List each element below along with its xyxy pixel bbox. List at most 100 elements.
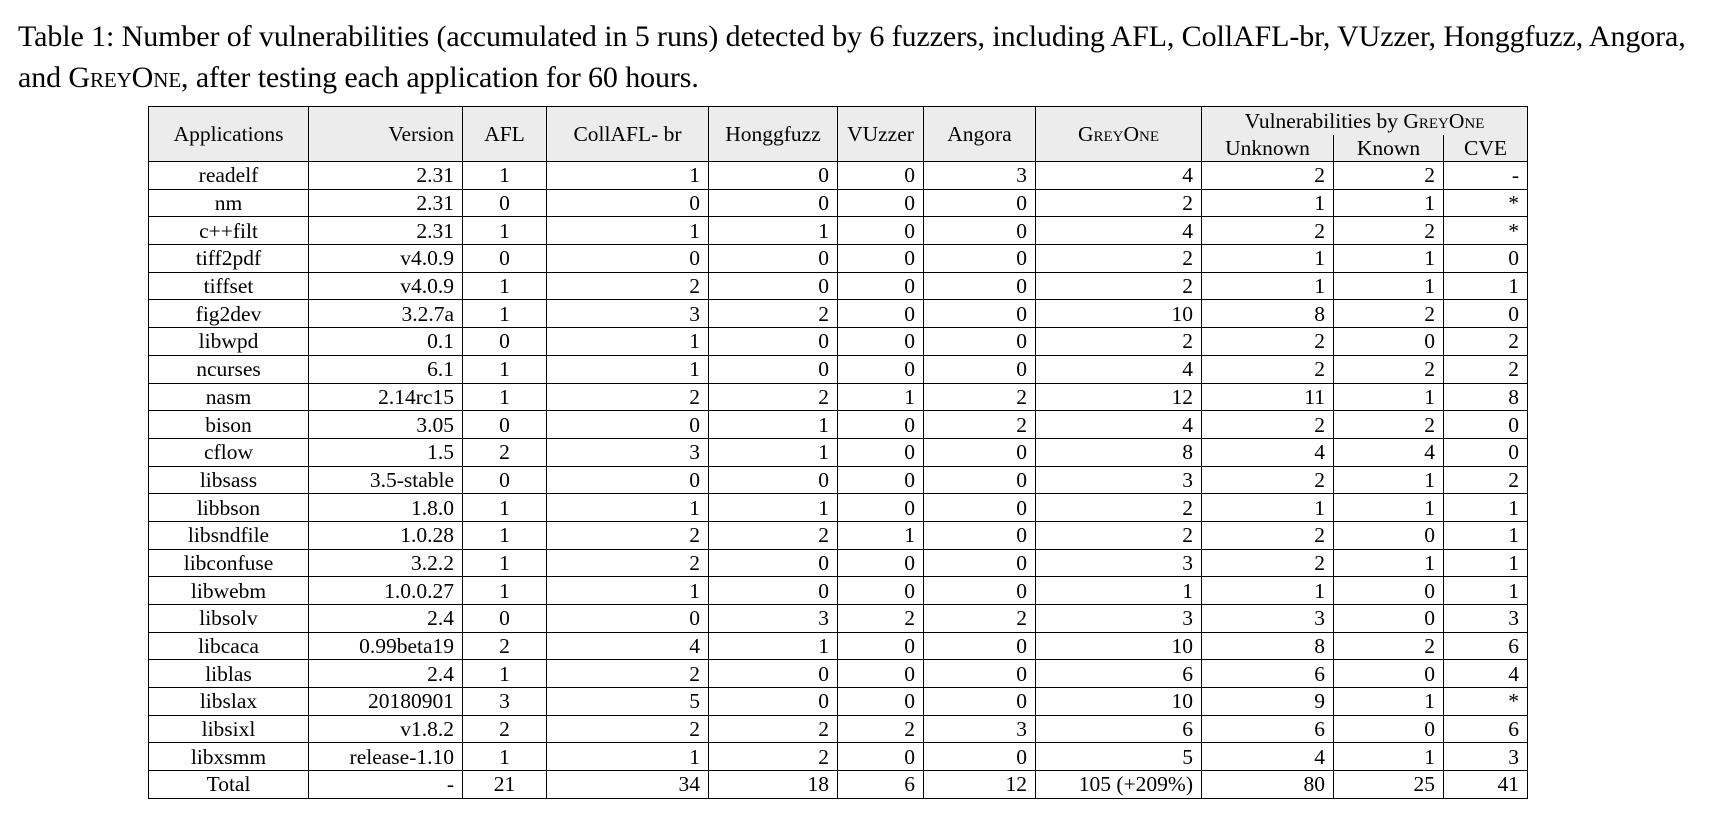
cell-greyone: 10: [1035, 631, 1202, 661]
cell-angora: 0: [923, 659, 1036, 689]
cell-application: ncurses: [148, 354, 309, 384]
table-row: libsass 3.5-stable 0 0 0 0 0 3 2 1 2: [148, 465, 1528, 495]
cell-honggfuzz: 0: [708, 548, 838, 578]
total-row: Total -21 34 18 6 12 105 (+209%) 80 25 41: [148, 770, 1528, 799]
header-applications: Applications: [148, 106, 309, 162]
cell-cve: 6: [1443, 714, 1528, 744]
cell-afl: 0: [462, 410, 547, 439]
cell-vuzzer: 1: [837, 382, 924, 412]
cell-unknown: 3: [1201, 604, 1334, 633]
cell-cve: 41: [1443, 770, 1528, 799]
cell-application: liblas: [148, 659, 309, 689]
cell-cve: 3: [1443, 604, 1528, 633]
vulnerability-table: Applications Version AFL CollAFL- br Hon…: [148, 106, 1528, 799]
cell-greyone: 6: [1035, 714, 1202, 744]
cell-angora: 12: [923, 770, 1036, 799]
cell-collafl: 2: [546, 271, 709, 301]
cell-greyone: 1: [1035, 576, 1202, 605]
cell-unknown: 2: [1201, 465, 1334, 495]
cell-application: libsndfile: [148, 520, 309, 550]
cell-unknown: 1: [1201, 493, 1334, 522]
cell-collafl: 1: [546, 354, 709, 384]
cell-application: libcaca: [148, 631, 309, 661]
cell-vuzzer: 0: [837, 437, 924, 467]
cell-angora: 3: [923, 714, 1036, 744]
cell-known: 4: [1333, 437, 1444, 467]
cell-vuzzer: 0: [837, 188, 924, 218]
cell-cve: 1: [1443, 520, 1528, 550]
cell-afl: 0: [462, 188, 547, 218]
cell-angora: 0: [923, 687, 1036, 716]
cell-afl: 1: [462, 216, 547, 246]
cell-honggfuzz: 0: [708, 244, 838, 273]
cell-cve: 6: [1443, 631, 1528, 661]
cell-cve: 1: [1443, 271, 1528, 301]
cell-known: 0: [1333, 659, 1444, 689]
header-vuzzer: VUzzer: [837, 106, 924, 162]
cell-version: 2.4: [308, 604, 463, 633]
cell-angora: 0: [923, 244, 1036, 273]
cell-angora: 3: [923, 161, 1036, 190]
cell-version: 3.2.7a: [308, 299, 463, 329]
cell-angora: 0: [923, 271, 1036, 301]
cell-version: 6.1: [308, 354, 463, 384]
cell-vuzzer: 2: [837, 604, 924, 633]
table-caption: Table 1: Number of vulnerabilities (accu…: [18, 16, 1708, 98]
cell-application: tiff2pdf: [148, 244, 309, 273]
cell-angora: 0: [923, 327, 1036, 356]
header-collafl: CollAFL- br: [546, 106, 709, 162]
cell-afl: 1: [462, 548, 547, 578]
cell-application: libxsmm: [148, 742, 309, 772]
cell-collafl: 2: [546, 714, 709, 744]
cell-application: nm: [148, 188, 309, 218]
cell-cve: *: [1443, 687, 1528, 716]
cell-application: libwebm: [148, 576, 309, 605]
cell-cve: 3: [1443, 742, 1528, 772]
cell-cve: 8: [1443, 382, 1528, 412]
caption-greyone: GreyOne: [68, 61, 182, 94]
cell-greyone: 2: [1035, 244, 1202, 273]
cell-unknown: 2: [1201, 216, 1334, 246]
cell-greyone: 4: [1035, 161, 1202, 190]
cell-honggfuzz: 0: [708, 354, 838, 384]
cell-vuzzer: 6: [837, 770, 924, 799]
cell-cve: 1: [1443, 493, 1528, 522]
cell-honggfuzz: 0: [708, 188, 838, 218]
header-honggfuzz: Honggfuzz: [708, 106, 838, 162]
cell-honggfuzz: 3: [708, 604, 838, 633]
cell-application: tiffset: [148, 271, 309, 301]
table-row: libsolv 2.4 0 0 3 2 2 3 3 0 3: [148, 604, 1528, 633]
cell-angora: 0: [923, 299, 1036, 329]
table-row: nm 2.31 0 0 0 0 0 2 1 1 *: [148, 188, 1528, 218]
cell-greyone: 2: [1035, 493, 1202, 522]
cell-vuzzer: 0: [837, 631, 924, 661]
table-row: libbson 1.8.0 1 1 1 0 0 2 1 1 1: [148, 493, 1528, 522]
cell-greyone: 4: [1035, 216, 1202, 246]
cell-version: 2.14rc15: [308, 382, 463, 412]
header-vulnerabilities-group: Vulnerabilities by GreyOne: [1201, 106, 1528, 135]
cell-vuzzer: 2: [837, 714, 924, 744]
cell-cve: 2: [1443, 354, 1528, 384]
cell-application: bison: [148, 410, 309, 439]
cell-angora: 0: [923, 520, 1036, 550]
cell-vuzzer: 0: [837, 216, 924, 246]
cell-known: 2: [1333, 161, 1444, 190]
cell-afl: 1: [462, 299, 547, 329]
cell-angora: 0: [923, 548, 1036, 578]
cell-version: 3.05: [308, 410, 463, 439]
cell-collafl: 3: [546, 437, 709, 467]
cell-collafl: 0: [546, 244, 709, 273]
cell-vuzzer: 0: [837, 576, 924, 605]
cell-collafl: 1: [546, 576, 709, 605]
cell-angora: 0: [923, 576, 1036, 605]
cell-known: 1: [1333, 465, 1444, 495]
cell-collafl: 0: [546, 465, 709, 495]
cell-application: libwpd: [148, 327, 309, 356]
cell-known: 1: [1333, 188, 1444, 218]
cell-version: 2.31: [308, 188, 463, 218]
cell-unknown: 2: [1201, 354, 1334, 384]
cell-greyone: 3: [1035, 548, 1202, 578]
table-row: fig2dev 3.2.7a 1 3 2 0 0 10 8 2 0: [148, 299, 1528, 329]
cell-vuzzer: 0: [837, 659, 924, 689]
cell-cve: *: [1443, 216, 1528, 246]
